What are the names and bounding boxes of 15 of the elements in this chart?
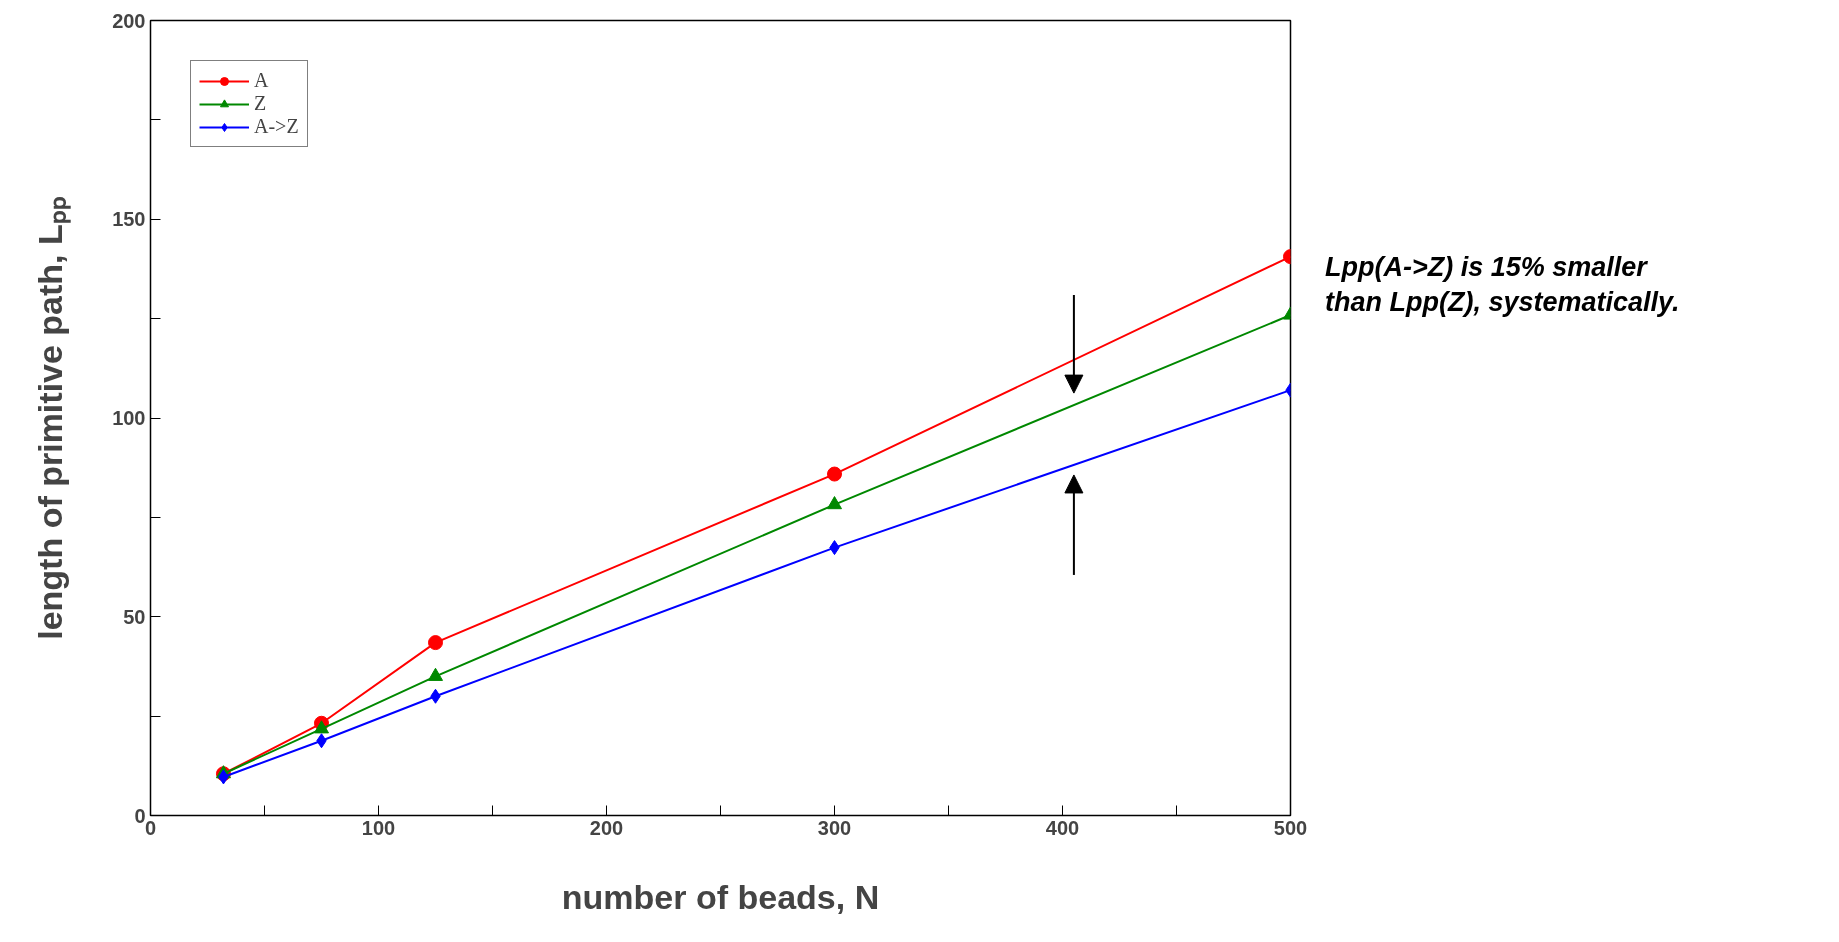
y-tick-label: 100 [112,407,146,429]
y-axis-title: length of primitive path, Lₚₚ [31,196,72,640]
y-tick-label: 150 [112,208,146,231]
x-tick-label: 400 [1045,816,1080,839]
y-tick-label: 200 [112,9,146,32]
x-axis-title: number of beads, N [561,877,880,916]
x-tick-label: 500 [1273,816,1308,839]
x-tick-label: 100 [361,816,396,839]
x-tick-label: 300 [817,816,852,839]
legend-label: A->Z [254,115,299,138]
text: Lpp(A->Z) is 15% smaller than Lpp(Z), systematically. [1325,251,1680,320]
legend-label: A [254,69,270,92]
y-tick-label: 50 [123,605,146,628]
x-tick-label: 200 [589,816,624,839]
legend-label: Z [254,92,268,115]
